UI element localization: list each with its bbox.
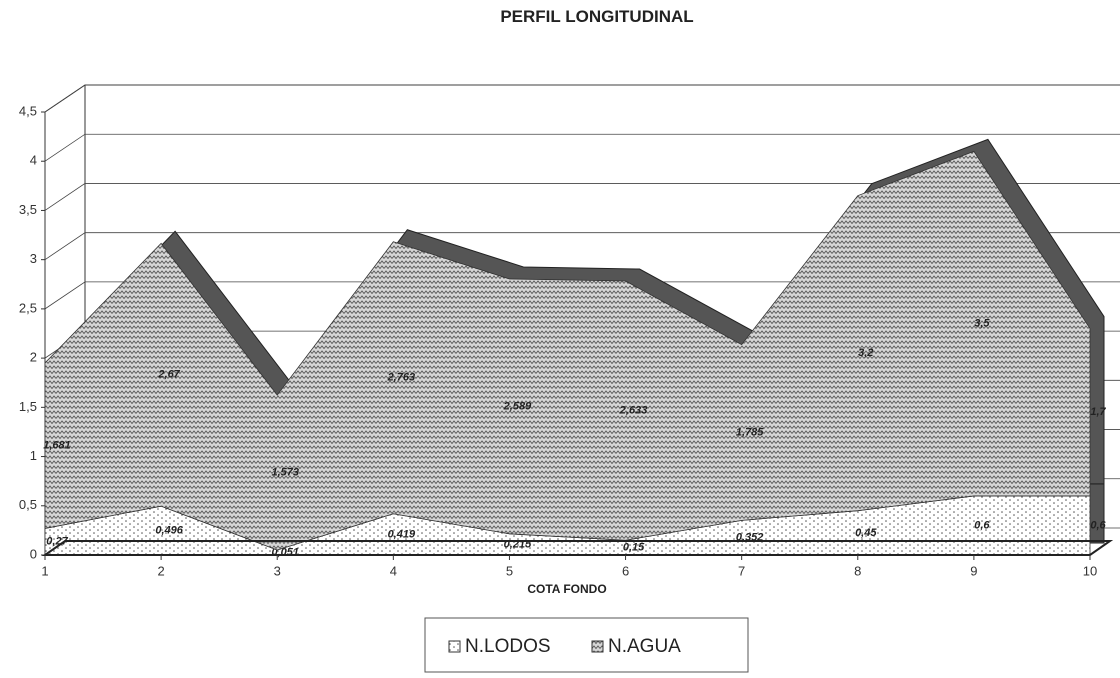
- x-tick-label: 6: [622, 563, 629, 578]
- x-tick-label: 3: [274, 563, 281, 578]
- y-tick-label: 4,5: [19, 103, 37, 118]
- y-tick-label: 2,5: [19, 300, 37, 315]
- x-tick-label: 4: [390, 563, 397, 578]
- y-tick-label: 0,5: [19, 497, 37, 512]
- y-tick-label: 0: [30, 546, 37, 561]
- x-tick-label: 9: [970, 563, 977, 578]
- grid-line: [44, 84, 1120, 113]
- legend-swatch: [448, 640, 461, 653]
- y-tick-label: 1: [30, 448, 37, 463]
- x-axis-label: COTA FONDO: [527, 582, 606, 596]
- value-label: 2,589: [503, 400, 532, 412]
- value-label: 0,6: [974, 519, 990, 531]
- y-tick-label: 3,5: [19, 202, 37, 217]
- y-tick-label: 1,5: [19, 399, 37, 414]
- legend-label: N.LODOS: [465, 636, 551, 657]
- value-label: 0,45: [855, 527, 877, 539]
- x-tick-label: 7: [738, 563, 745, 578]
- legend-label: N.AGUA: [608, 636, 681, 657]
- legend-box: [424, 617, 749, 673]
- value-label: 2,67: [157, 369, 180, 381]
- y-tick-label: 3: [30, 251, 37, 266]
- x-tick-label: 10: [1083, 563, 1097, 578]
- value-label: 3,2: [858, 347, 873, 359]
- value-label: 0,15: [623, 542, 645, 554]
- grid-line: [44, 232, 1120, 260]
- value-label: 0,419: [388, 528, 416, 540]
- area: [44, 150, 1091, 551]
- x-tick-label: 8: [854, 563, 861, 578]
- legend: N.LODOS N.AGUA: [424, 617, 749, 673]
- value-label: 2,633: [619, 405, 648, 417]
- grid-line: [44, 133, 1120, 162]
- legend-swatch: [591, 640, 604, 653]
- x-tick-label: 2: [157, 563, 164, 578]
- value-label: 1,785: [736, 426, 764, 438]
- chart-title: PERFIL LONGITUDINAL: [500, 7, 693, 26]
- value-label: 0,6: [1090, 519, 1106, 531]
- value-label: 0,27: [46, 536, 68, 548]
- value-label: 2,763: [387, 372, 416, 384]
- value-label: 3,5: [974, 318, 990, 330]
- value-label: 1,7: [1090, 406, 1106, 418]
- value-label: 1,681: [43, 440, 71, 452]
- grid-line: [44, 281, 1120, 310]
- y-tick-label: 2: [30, 350, 37, 365]
- value-label: 0,496: [155, 524, 183, 536]
- x-tick-label: 5: [506, 563, 513, 578]
- y-tick-label: 4: [30, 153, 37, 168]
- value-label: 1,573: [271, 466, 299, 478]
- x-tick-label: 1: [41, 563, 48, 578]
- grid-line: [44, 183, 1120, 211]
